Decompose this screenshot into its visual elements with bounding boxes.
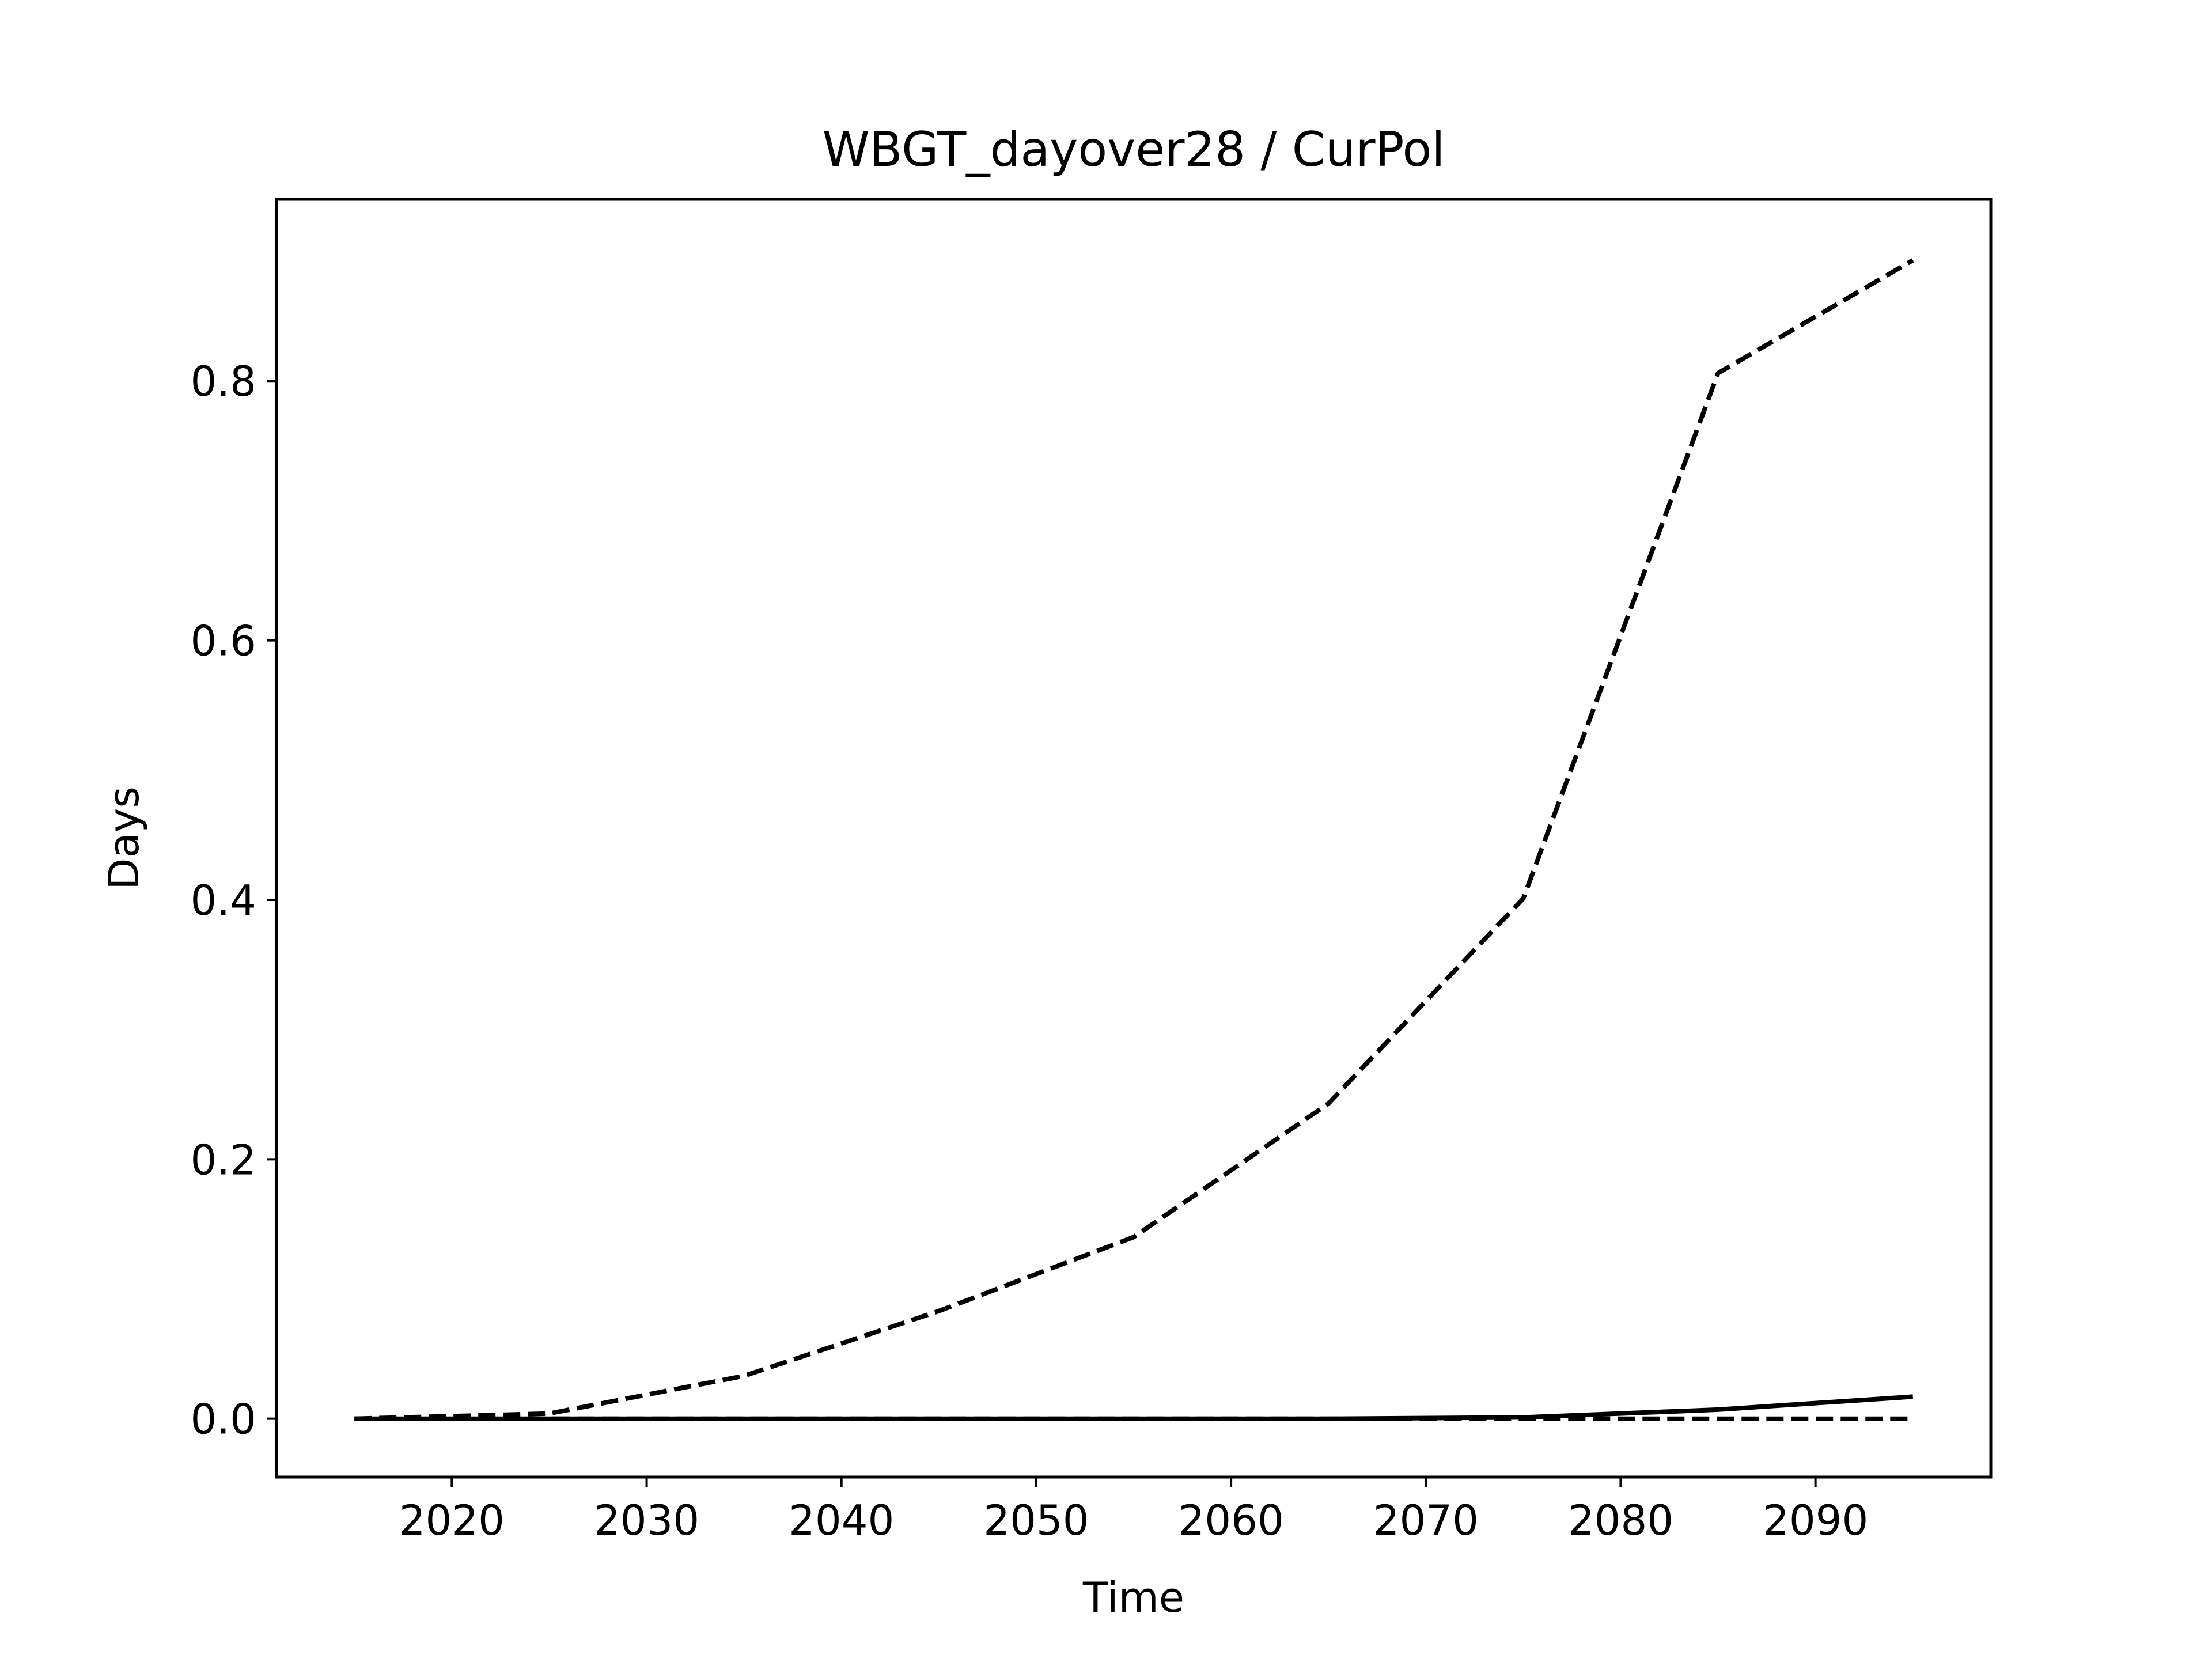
- x-tick-label: 2030: [594, 1496, 699, 1544]
- x-tick-label: 2020: [399, 1496, 505, 1544]
- y-tick-label: 0.6: [190, 617, 256, 665]
- plot-frame: [275, 198, 1993, 1479]
- y-tick-label: 0.8: [190, 357, 256, 406]
- y-tick-label: 0.0: [190, 1395, 256, 1444]
- x-tick-label: 2050: [983, 1496, 1089, 1544]
- y-axis-ticks: 0.0 0.2 0.4 0.6 0.8: [190, 357, 276, 1444]
- x-tick-label: 2040: [789, 1496, 894, 1544]
- y-tick-label: 0.4: [190, 876, 256, 925]
- chart-title: WBGT_dayover28 / CurPol: [823, 122, 1445, 177]
- x-tick-label: 2060: [1178, 1496, 1283, 1544]
- y-axis-label: Days: [100, 786, 148, 890]
- x-axis-ticks: 2020 2030 2040 2050 2060 2070 2080 2090: [399, 1477, 1868, 1544]
- x-tick-label: 2070: [1373, 1496, 1479, 1544]
- x-tick-label: 2080: [1568, 1496, 1673, 1544]
- x-axis-label: Time: [1082, 1573, 1184, 1622]
- series-layer: [354, 258, 1914, 1421]
- x-tick-label: 2090: [1763, 1496, 1868, 1544]
- series-line-1: [354, 258, 1914, 1421]
- y-tick-label: 0.2: [190, 1135, 256, 1184]
